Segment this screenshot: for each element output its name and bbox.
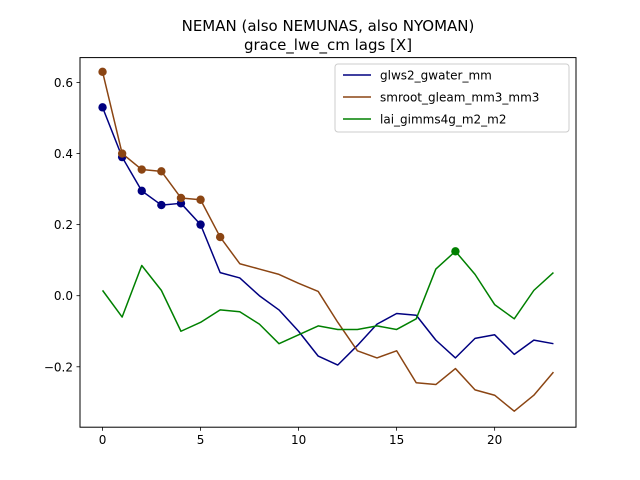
series-line-3 [101,250,554,345]
x-tick-label: 20 [487,433,502,447]
x-tick-label: 5 [197,433,205,447]
plot-frame [79,57,577,428]
data-point [98,67,107,77]
x-tick-label: 0 [99,433,107,447]
legend-label: lai_gimms4g_m2_m2 [380,113,507,127]
x-tick-label: 10 [291,433,306,447]
data-point [215,232,225,242]
legend-label: glws2_gwater_mm [380,69,492,83]
chart-title: NEMAN (also NEMUNAS, also NYOMAN) [182,17,475,35]
legend-box [334,63,570,133]
data-point [196,195,205,204]
x-tick-label: 15 [389,433,404,447]
data-point [117,149,127,158]
y-tick-label: 0.2 [54,218,73,232]
data-point [451,247,460,256]
legend: glws2_gwater_mm smroot_gleam_mm3_mm3 lai_g… [334,63,570,133]
legend-label: smroot_gleam_mm3_mm3 [380,91,539,105]
plot-area: 0 5 10 15 20 −0.2 0.0 0.2 0.4 0.6 [44,67,555,447]
y-tick-label: 0.4 [54,147,73,161]
data-point [176,193,186,203]
data-point [157,200,166,210]
y-tick-label: 0.0 [54,289,73,303]
y-tick-label: −0.2 [44,360,73,374]
data-point [196,220,205,229]
data-point [137,186,146,196]
data-point [98,103,107,112]
chart-subtitle: grace_lwe_cm lags [X] [244,36,412,55]
series-line-2 [101,71,555,412]
data-point [137,165,146,174]
data-point [157,167,166,176]
y-tick-label: 0.6 [54,76,73,90]
series-line-1 [101,107,554,366]
